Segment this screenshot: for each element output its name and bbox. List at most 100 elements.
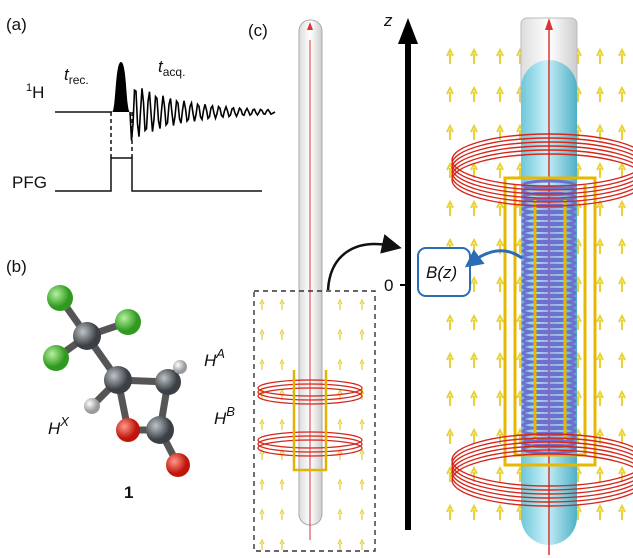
field-arrow <box>497 392 503 406</box>
field-arrow <box>471 202 477 216</box>
field-arrow <box>619 126 625 140</box>
field-arrow <box>360 330 364 340</box>
field-arrow <box>338 330 342 340</box>
field-arrow <box>497 316 503 330</box>
figure: (a) 1H trec. tacq. PFG (b) HA HB HX 1 (c… <box>0 0 633 558</box>
zoom-arrow <box>328 244 392 290</box>
field-arrow <box>260 540 264 550</box>
field-arrow <box>619 240 625 254</box>
field-arrow <box>447 202 453 216</box>
field-arrow <box>497 354 503 368</box>
gradient-pulse <box>55 158 262 191</box>
field-arrow <box>597 240 603 254</box>
panel-label: (c) <box>248 21 268 40</box>
field-arrow <box>447 316 453 330</box>
field-arrow <box>471 50 477 64</box>
field-arrow <box>597 506 603 520</box>
panel-label: (a) <box>6 15 27 34</box>
field-arrow <box>338 420 342 430</box>
field-arrow <box>280 420 284 430</box>
compound-label: 1 <box>124 483 133 502</box>
field-arrow <box>260 480 264 490</box>
field-arrow <box>338 300 342 310</box>
field-arrow <box>360 300 364 310</box>
field-arrow <box>471 430 477 444</box>
field-arrow <box>597 468 603 482</box>
field-arrow <box>471 392 477 406</box>
field-arrow <box>471 88 477 102</box>
field-arrow <box>360 540 364 550</box>
field-arrow <box>597 50 603 64</box>
field-arrow <box>447 506 453 520</box>
field-arrow <box>497 164 503 178</box>
field-arrow <box>260 510 264 520</box>
nucleus-label: 1H <box>26 82 44 102</box>
field-arrow <box>619 354 625 368</box>
panel-label: (b) <box>6 257 27 276</box>
field-arrow <box>360 510 364 520</box>
field-arrow <box>280 540 284 550</box>
field-arrow <box>280 300 284 310</box>
field-arrow <box>447 126 453 140</box>
t-rec-label: trec. <box>64 65 89 87</box>
field-arrow <box>597 278 603 292</box>
field-arrow <box>497 468 503 482</box>
field-arrow <box>447 354 453 368</box>
field-arrow <box>447 88 453 102</box>
fid <box>130 88 275 140</box>
field-arrow <box>497 278 503 292</box>
field-arrow <box>260 420 264 430</box>
pulse <box>112 62 130 112</box>
field-arrow <box>471 354 477 368</box>
h-x-label: HX <box>48 414 70 438</box>
field-arrow <box>260 300 264 310</box>
field-arrow <box>360 450 364 460</box>
field-arrow <box>497 50 503 64</box>
field-arrow <box>597 164 603 178</box>
field-arrow <box>471 240 477 254</box>
field-arrow <box>597 316 603 330</box>
field-arrow <box>497 506 503 520</box>
field-arrow <box>597 354 603 368</box>
field-arrow <box>619 202 625 216</box>
h-a-label: HA <box>204 346 225 370</box>
field-arrow <box>471 126 477 140</box>
field-arrow <box>619 88 625 102</box>
field-arrow <box>497 88 503 102</box>
field-arrow <box>338 480 342 490</box>
field-arrow <box>447 50 453 64</box>
field-arrow <box>360 360 364 370</box>
field-arrow <box>447 430 453 444</box>
field-arrow <box>280 330 284 340</box>
origin-label: 0 <box>384 276 393 295</box>
field-arrow <box>597 88 603 102</box>
t-acq-label: tacq. <box>158 57 185 79</box>
field-arrow <box>338 360 342 370</box>
field-arrow <box>338 510 342 520</box>
field-arrow <box>360 420 364 430</box>
field-arrow <box>471 506 477 520</box>
field-label: B(z) <box>426 263 457 282</box>
field-arrow <box>338 540 342 550</box>
field-arrow <box>280 480 284 490</box>
field-arrow <box>447 392 453 406</box>
field-arrow <box>619 316 625 330</box>
z-axis-tip <box>398 18 418 44</box>
field-arrow <box>619 392 625 406</box>
field-arrow <box>471 316 477 330</box>
field-arrow <box>280 510 284 520</box>
field-arrow <box>497 202 503 216</box>
field-arrow <box>360 480 364 490</box>
field-arrow <box>260 330 264 340</box>
h-b-label: HB <box>214 404 235 428</box>
field-arrow <box>619 50 625 64</box>
z-label: z <box>383 11 393 30</box>
pfg-label: PFG <box>12 173 47 192</box>
field-arrow <box>280 360 284 370</box>
field-arrow <box>260 360 264 370</box>
field-arrow <box>597 392 603 406</box>
field-arrow <box>471 278 477 292</box>
field-arrow <box>597 202 603 216</box>
field-arrow <box>619 506 625 520</box>
field-arrow <box>619 278 625 292</box>
